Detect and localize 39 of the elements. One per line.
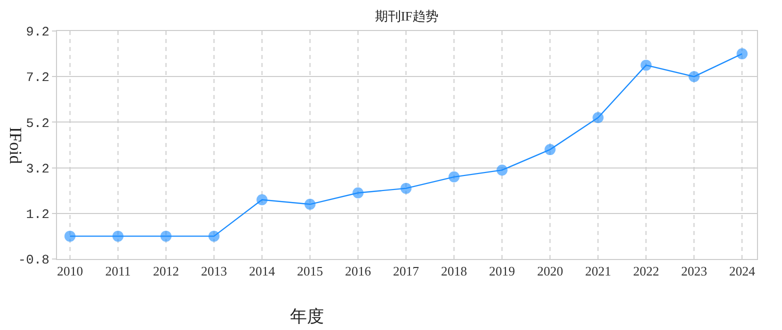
y-tick-label: 7.2	[26, 70, 50, 86]
point	[400, 182, 412, 194]
x-tick-label: 2011	[105, 264, 131, 279]
point	[640, 60, 652, 71]
x-tick-label: 2018	[441, 264, 468, 279]
point	[448, 171, 460, 182]
x-tick-label: 2014	[249, 264, 276, 279]
y-tick-label: 3.2	[26, 161, 50, 176]
x-tick-label: 2016	[345, 264, 372, 279]
x-tick-label: 2012	[152, 264, 179, 279]
x-tick-label: 2013	[201, 264, 227, 279]
x-tick-label: 2010	[56, 264, 83, 279]
point	[64, 230, 76, 242]
x-tick-label: 2017	[393, 264, 420, 279]
y-tick-label: 9.2	[26, 24, 50, 40]
point	[304, 198, 316, 210]
x-axis-title: 年度	[290, 307, 324, 326]
x-tick-label: 2019	[489, 264, 516, 279]
x-tick-label: 2022	[633, 264, 660, 279]
point	[352, 187, 364, 198]
y-tick-label: 5.2	[26, 116, 50, 131]
x-tick-label: 2021	[585, 264, 612, 279]
point	[592, 112, 604, 124]
x-tick-label: 2020	[537, 264, 564, 279]
y-tick-label: 1.2	[26, 206, 50, 222]
x-tick-label: 2024	[729, 264, 756, 279]
point	[160, 230, 172, 242]
point	[256, 194, 268, 206]
point	[688, 71, 700, 82]
chart-title: 期刊IF趋势	[374, 8, 438, 24]
y-tick-label: -0.8	[18, 252, 50, 268]
x-tick-label: 2023	[681, 264, 708, 279]
point	[496, 164, 508, 176]
point	[736, 48, 748, 60]
y-axis-title: IFoid	[6, 127, 25, 164]
point	[112, 230, 124, 242]
point	[208, 230, 220, 242]
point	[544, 144, 556, 156]
x-tick-label: 2015	[297, 264, 324, 279]
